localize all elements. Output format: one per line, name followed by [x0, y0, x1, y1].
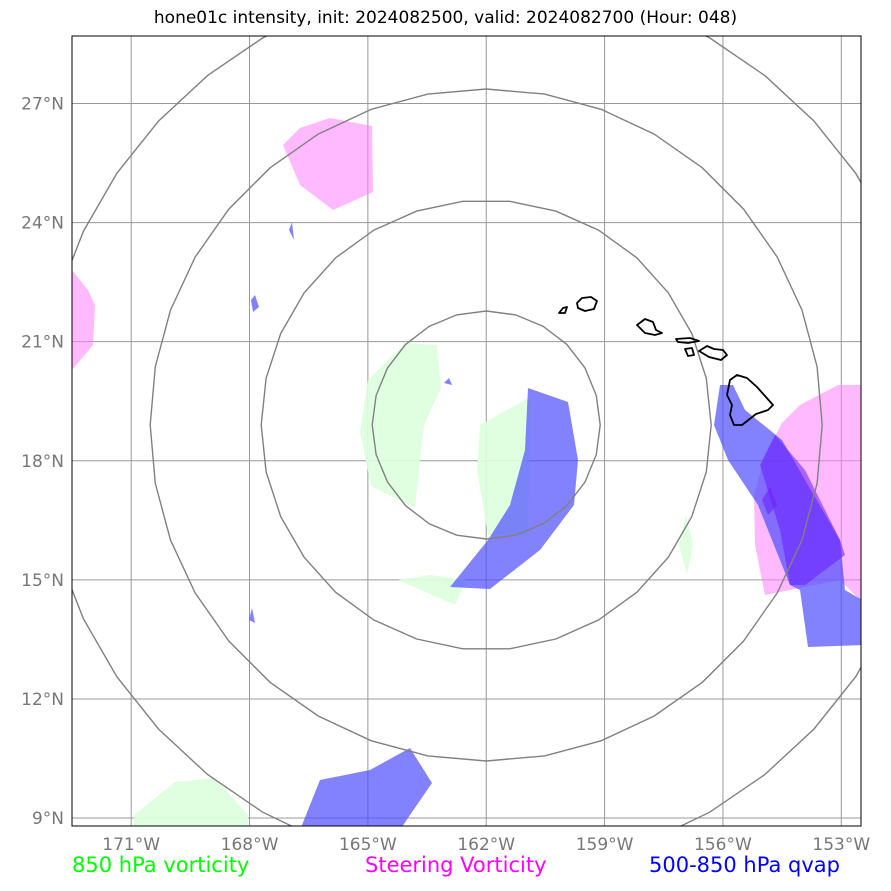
- range-ring: [72, 36, 861, 826]
- map-title: hone01c intensity, init: 2024082500, val…: [153, 8, 738, 28]
- lat-tick-label: 27°N: [21, 94, 64, 114]
- vorticity-850-area: [398, 575, 467, 605]
- range-ring: [371, 310, 601, 540]
- plot-frame: [71, 35, 862, 827]
- island-kauai: [576, 296, 598, 312]
- lon-tick-label: 171°W: [102, 835, 160, 855]
- steering-vorticity-area: [283, 118, 373, 210]
- vorticity-850-area: [679, 515, 693, 575]
- lon-tick-label: 165°W: [339, 835, 397, 855]
- qvap-area: [251, 295, 259, 312]
- vorticity-850-area: [134, 778, 248, 826]
- hawaii-coastline: [558, 296, 774, 426]
- qvap-dense-area: [760, 435, 845, 585]
- lon-tick-label: 168°W: [221, 835, 279, 855]
- qvap-dense-area: [762, 487, 777, 515]
- lon-tick-label: 159°W: [576, 835, 634, 855]
- lon-tick-label: 156°W: [694, 835, 752, 855]
- steering-vorticity-layer: [72, 118, 861, 601]
- range-rings: [72, 36, 861, 826]
- qvap-area: [249, 608, 255, 623]
- qvap-area: [444, 378, 452, 385]
- qvap-dense-layer: [760, 435, 845, 585]
- lat-tick-label: 9°N: [32, 809, 64, 829]
- legend-850-vorticity: 850 hPa vorticity: [72, 853, 250, 877]
- qvap-area: [450, 388, 578, 589]
- island-hawaii: [726, 374, 774, 426]
- island-lanai: [684, 347, 695, 357]
- range-ring: [149, 88, 823, 762]
- legend-steering-vorticity: Steering Vorticity: [365, 853, 547, 877]
- legend-qvap: 500-850 hPa qvap: [649, 853, 840, 877]
- qvap-layer: [249, 222, 861, 826]
- latitude-tick-labels: 27°N 24°N 21°N 18°N 15°N 12°N 9°N: [21, 94, 64, 829]
- island-maui: [698, 345, 728, 361]
- island-molokai: [675, 337, 700, 344]
- lat-tick-label: 21°N: [21, 333, 64, 353]
- lon-tick-label: 162°W: [457, 835, 515, 855]
- steering-vorticity-area: [72, 270, 95, 370]
- lat-tick-label: 24°N: [21, 214, 64, 234]
- lat-tick-label: 15°N: [21, 571, 64, 591]
- qvap-area: [289, 222, 294, 240]
- lat-tick-label: 12°N: [21, 690, 64, 710]
- island-oahu: [636, 318, 663, 336]
- range-ring: [260, 200, 712, 650]
- longitude-tick-labels: 171°W 168°W 165°W 162°W 159°W 156°W 153°W: [102, 835, 870, 855]
- lon-tick-label: 153°W: [812, 835, 870, 855]
- island-niihau: [558, 306, 568, 314]
- lat-tick-label: 18°N: [21, 452, 64, 472]
- qvap-area: [301, 748, 432, 826]
